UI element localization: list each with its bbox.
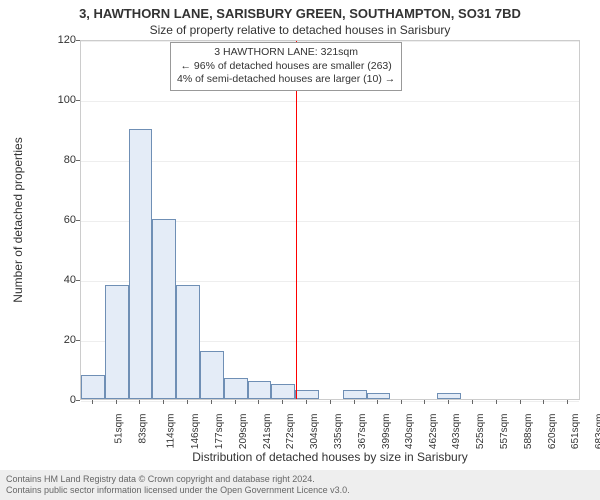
x-tick-mark bbox=[401, 400, 402, 404]
x-tick-mark bbox=[543, 400, 544, 404]
histogram-bar bbox=[248, 381, 271, 399]
y-tick-label: 40 bbox=[46, 274, 76, 286]
histogram-bar bbox=[295, 390, 318, 399]
x-tick-mark bbox=[163, 400, 164, 404]
x-tick-mark bbox=[306, 400, 307, 404]
y-tick-mark bbox=[76, 280, 80, 281]
x-tick-label: 304sqm bbox=[309, 414, 320, 450]
annotation-line-1: 3 HAWTHORN LANE: 321sqm bbox=[177, 46, 395, 60]
x-tick-mark bbox=[258, 400, 259, 404]
x-tick-label: 114sqm bbox=[166, 414, 177, 449]
x-tick-label: 557sqm bbox=[500, 414, 511, 450]
x-tick-label: 683sqm bbox=[594, 414, 600, 450]
x-tick-mark bbox=[139, 400, 140, 404]
footer-line-1: Contains HM Land Registry data © Crown c… bbox=[6, 474, 594, 485]
x-tick-label: 272sqm bbox=[285, 414, 296, 450]
gridline bbox=[81, 161, 579, 162]
y-axis-label: Number of detached properties bbox=[11, 137, 25, 302]
x-tick-label: 146sqm bbox=[191, 414, 202, 450]
x-tick-label: 367sqm bbox=[357, 414, 368, 450]
x-tick-mark bbox=[377, 400, 378, 404]
x-tick-label: 620sqm bbox=[547, 414, 558, 450]
histogram-bar bbox=[200, 351, 224, 399]
y-tick-mark bbox=[76, 100, 80, 101]
x-tick-label: 399sqm bbox=[381, 414, 392, 450]
x-tick-label: 525sqm bbox=[475, 414, 486, 450]
x-tick-mark bbox=[330, 400, 331, 404]
annotation-line-3: 4% of semi-detached houses are larger (1… bbox=[177, 73, 395, 87]
x-tick-label: 588sqm bbox=[523, 414, 534, 450]
annotation-line-2: ← 96% of detached houses are smaller (26… bbox=[177, 60, 395, 74]
footer-line-2: Contains public sector information licen… bbox=[6, 485, 594, 496]
x-tick-mark bbox=[116, 400, 117, 404]
annotation-box: 3 HAWTHORN LANE: 321sqm ← 96% of detache… bbox=[170, 42, 402, 91]
histogram-bar bbox=[367, 393, 390, 399]
x-tick-mark bbox=[567, 400, 568, 404]
x-tick-mark bbox=[496, 400, 497, 404]
y-tick-mark bbox=[76, 400, 80, 401]
y-tick-mark bbox=[76, 160, 80, 161]
x-tick-mark bbox=[92, 400, 93, 404]
x-tick-label: 51sqm bbox=[114, 414, 125, 444]
x-tick-label: 462sqm bbox=[428, 414, 439, 450]
y-tick-label: 80 bbox=[46, 154, 76, 166]
x-tick-label: 241sqm bbox=[262, 414, 273, 450]
y-tick-mark bbox=[76, 40, 80, 41]
gridline bbox=[81, 101, 579, 102]
chart-plot-area bbox=[80, 40, 580, 400]
y-tick-label: 100 bbox=[46, 94, 76, 106]
y-tick-label: 20 bbox=[46, 334, 76, 346]
x-axis-label: Distribution of detached houses by size … bbox=[80, 450, 580, 464]
histogram-bar bbox=[343, 390, 367, 399]
x-tick-label: 335sqm bbox=[333, 414, 344, 450]
x-tick-mark bbox=[211, 400, 212, 404]
property-marker-line bbox=[296, 41, 297, 399]
y-tick-label: 120 bbox=[46, 34, 76, 46]
x-tick-mark bbox=[520, 400, 521, 404]
x-tick-mark bbox=[235, 400, 236, 404]
histogram-bar bbox=[271, 384, 295, 399]
histogram-bar bbox=[176, 285, 199, 399]
x-tick-mark bbox=[187, 400, 188, 404]
page-subtitle: Size of property relative to detached ho… bbox=[0, 21, 600, 37]
histogram-bar bbox=[437, 393, 461, 399]
x-tick-label: 651sqm bbox=[570, 414, 581, 450]
x-tick-label: 177sqm bbox=[214, 414, 225, 450]
y-tick-mark bbox=[76, 340, 80, 341]
x-tick-mark bbox=[472, 400, 473, 404]
y-tick-label: 0 bbox=[46, 394, 76, 406]
histogram-bar bbox=[224, 378, 248, 399]
x-tick-mark bbox=[448, 400, 449, 404]
histogram-bar bbox=[105, 285, 129, 399]
x-tick-mark bbox=[282, 400, 283, 404]
x-tick-label: 493sqm bbox=[451, 414, 462, 450]
histogram-bar bbox=[129, 129, 152, 399]
x-tick-label: 83sqm bbox=[138, 414, 149, 444]
x-tick-mark bbox=[424, 400, 425, 404]
y-tick-mark bbox=[76, 220, 80, 221]
x-tick-mark bbox=[354, 400, 355, 404]
x-tick-label: 430sqm bbox=[404, 414, 415, 450]
y-tick-label: 60 bbox=[46, 214, 76, 226]
page-title: 3, HAWTHORN LANE, SARISBURY GREEN, SOUTH… bbox=[0, 0, 600, 21]
x-tick-label: 209sqm bbox=[238, 414, 249, 450]
histogram-bar bbox=[81, 375, 105, 399]
histogram-bar bbox=[152, 219, 176, 399]
footer-attribution: Contains HM Land Registry data © Crown c… bbox=[0, 470, 600, 500]
